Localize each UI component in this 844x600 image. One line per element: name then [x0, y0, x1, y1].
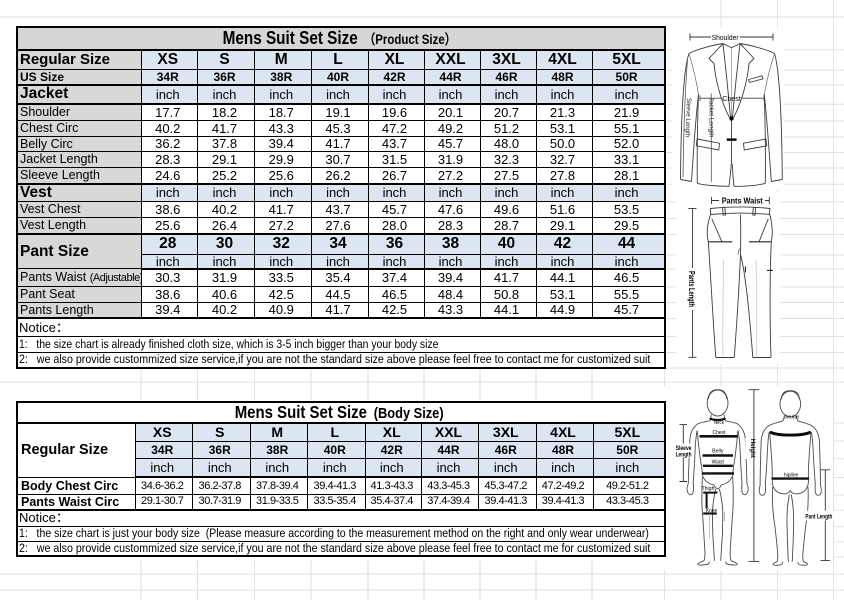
svg-text:Pant Length: Pant Length [805, 513, 832, 520]
svg-text:Pants Length: Pants Length [687, 271, 696, 307]
svg-text:Waist: Waist [712, 459, 725, 465]
svg-text:shoulder: shoulder [784, 414, 800, 420]
svg-text:Thigh: Thigh [702, 486, 715, 492]
svg-text:Neck: Neck [714, 420, 724, 426]
svg-text:Height: Height [749, 439, 756, 458]
svg-text:Knee: Knee [706, 508, 717, 514]
svg-text:Pants Waist: Pants Waist [722, 195, 763, 205]
svg-text:Sleeve Length: Sleeve Length [684, 98, 692, 138]
svg-text:Shoulder: Shoulder [712, 33, 739, 42]
svg-text:Chest: Chest [713, 430, 726, 436]
svg-text:Belly: Belly [712, 449, 723, 455]
svg-text:Jacket Length: Jacket Length [707, 98, 714, 138]
svg-text:Chest: Chest [722, 96, 741, 103]
svg-text:hipline: hipline [784, 472, 799, 478]
svg-text:Length: Length [676, 453, 692, 459]
svg-text:Sleeve: Sleeve [676, 446, 693, 452]
